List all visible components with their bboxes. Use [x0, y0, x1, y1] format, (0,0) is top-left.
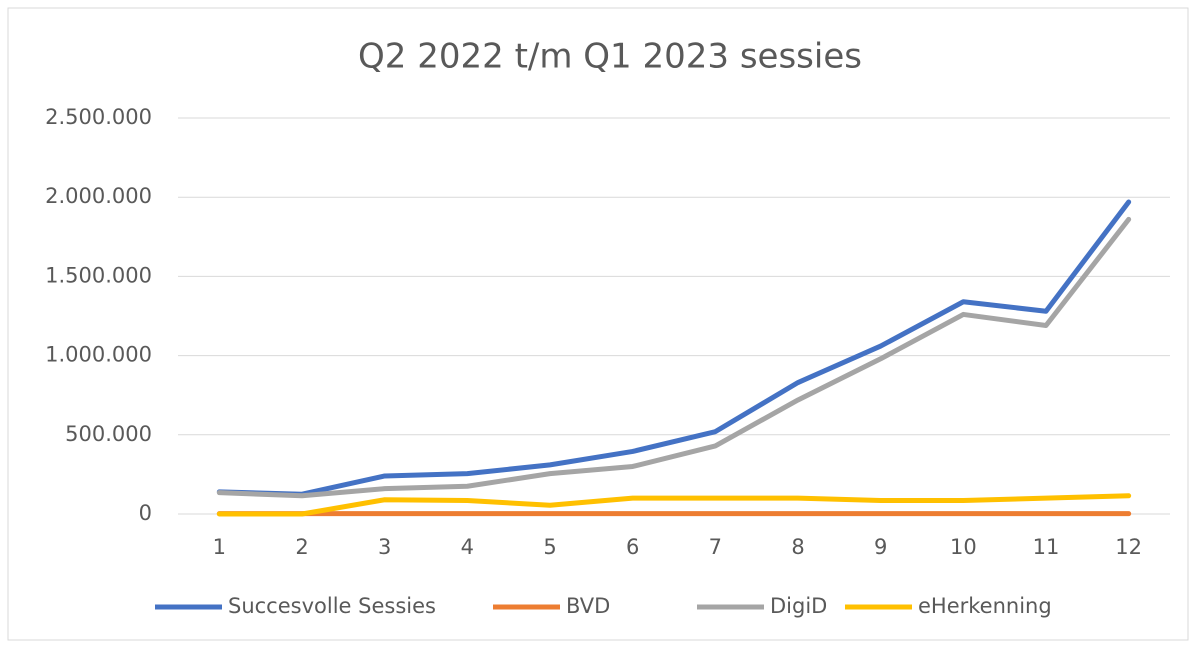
- legend-label: BVD: [566, 594, 610, 618]
- y-tick-label: 2.000.000: [45, 184, 152, 208]
- x-tick-label: 10: [950, 535, 977, 559]
- series-line: [216, 216, 1132, 499]
- y-tick-label: 2.500.000: [45, 105, 152, 129]
- y-tick-label: 500.000: [65, 422, 152, 446]
- y-tick-label: 1.000.000: [45, 343, 152, 367]
- x-tick-label: 12: [1115, 535, 1142, 559]
- chart-frame: [7, 7, 1189, 641]
- y-tick-label: 1.500.000: [45, 263, 152, 287]
- chart-title: Q2 2022 t/m Q1 2023 sessies: [358, 37, 862, 77]
- x-tick-label: 2: [295, 535, 308, 559]
- y-tick-label: 0: [139, 501, 152, 525]
- series-line: [216, 493, 1132, 517]
- legend-label: Succesvolle Sessies: [228, 594, 436, 618]
- x-tick-label: 8: [791, 535, 804, 559]
- x-tick-label: 3: [378, 535, 391, 559]
- legend-label: DigiD: [770, 594, 827, 618]
- x-tick-label: 6: [626, 535, 639, 559]
- x-tick-label: 5: [543, 535, 556, 559]
- x-tick-label: 1: [213, 535, 226, 559]
- x-tick-label: 11: [1033, 535, 1060, 559]
- series-line: [216, 199, 1132, 497]
- x-tick-label: 9: [874, 535, 887, 559]
- x-tick-label: 7: [709, 535, 722, 559]
- legend-label: eHerkenning: [918, 594, 1052, 618]
- x-tick-label: 4: [461, 535, 474, 559]
